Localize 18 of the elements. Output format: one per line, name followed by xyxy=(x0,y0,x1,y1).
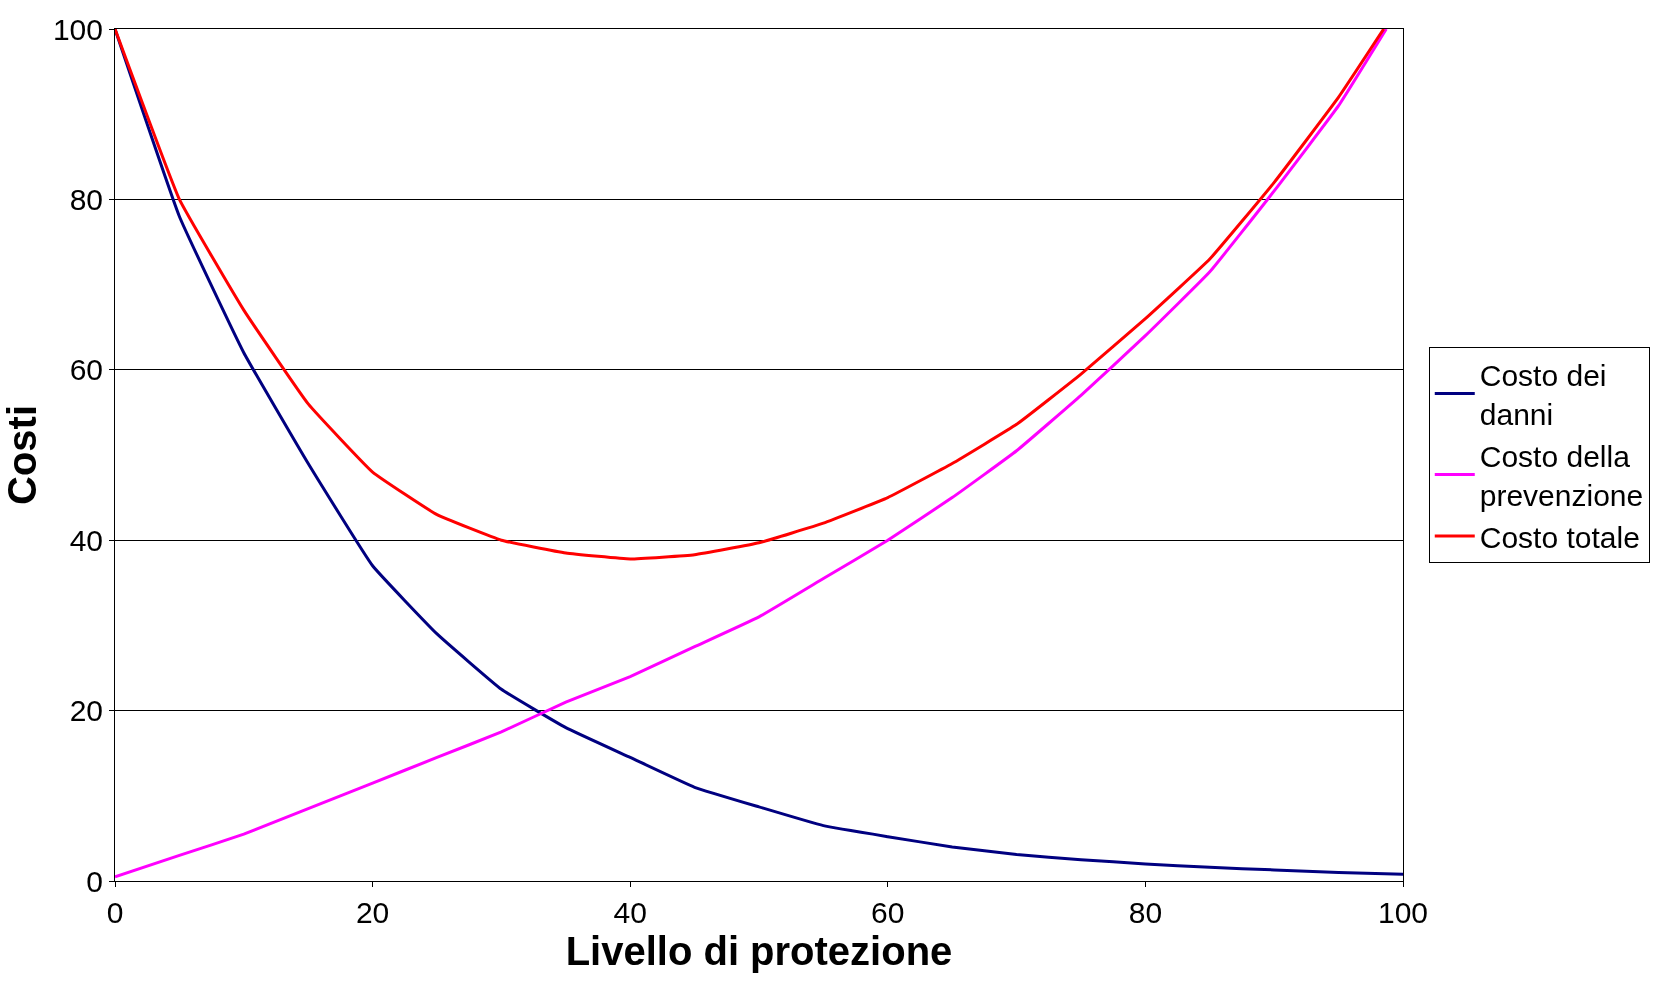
y-tick-label: 60 xyxy=(69,353,103,387)
x-tick-label: 20 xyxy=(355,896,390,929)
x-tick-label: 100 xyxy=(1377,896,1429,929)
y-axis-title: Costi xyxy=(0,405,44,505)
x-tick-label: 80 xyxy=(1128,896,1163,929)
y-tick-label: 20 xyxy=(69,694,103,728)
y-tick-label: 80 xyxy=(69,182,103,216)
line-series xyxy=(115,29,1386,561)
y-tick-label: 40 xyxy=(69,523,103,557)
x-tick-label: 0 xyxy=(106,896,124,929)
legend-label: Costo della prevenzione xyxy=(1479,439,1644,512)
y-tick-label: 0 xyxy=(86,864,103,898)
x-tick-label: 40 xyxy=(613,896,647,929)
x-tick-label: 60 xyxy=(871,896,905,929)
legend-label: Costo totale xyxy=(1479,520,1640,554)
legend-label: Costo dei danni xyxy=(1479,358,1607,431)
x-axis-title: Livello di protezione xyxy=(565,929,953,973)
y-tick-label: 100 xyxy=(52,12,103,46)
